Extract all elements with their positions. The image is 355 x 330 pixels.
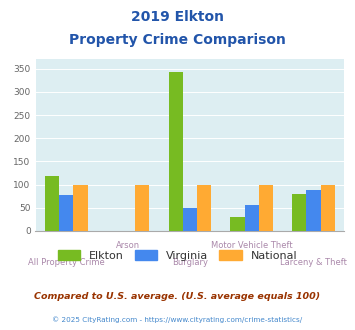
- Text: Larceny & Theft: Larceny & Theft: [280, 258, 347, 267]
- Bar: [306, 190, 321, 231]
- Bar: [245, 205, 259, 231]
- Text: All Property Crime: All Property Crime: [28, 258, 105, 267]
- Bar: [292, 194, 306, 231]
- Text: Property Crime Comparison: Property Crime Comparison: [69, 33, 286, 47]
- Bar: [321, 184, 335, 231]
- Text: Motor Vehicle Theft: Motor Vehicle Theft: [211, 241, 293, 250]
- Bar: [45, 176, 59, 231]
- Bar: [169, 72, 183, 231]
- Bar: [73, 184, 88, 231]
- Bar: [197, 184, 211, 231]
- Legend: Elkton, Virginia, National: Elkton, Virginia, National: [53, 246, 302, 265]
- Text: 2019 Elkton: 2019 Elkton: [131, 10, 224, 24]
- Bar: [135, 184, 149, 231]
- Bar: [259, 184, 273, 231]
- Text: Compared to U.S. average. (U.S. average equals 100): Compared to U.S. average. (U.S. average …: [34, 292, 321, 301]
- Text: Burglary: Burglary: [172, 258, 208, 267]
- Bar: [230, 217, 245, 231]
- Bar: [183, 208, 197, 231]
- Text: Arson: Arson: [116, 241, 140, 250]
- Bar: [59, 195, 73, 231]
- Text: © 2025 CityRating.com - https://www.cityrating.com/crime-statistics/: © 2025 CityRating.com - https://www.city…: [53, 316, 302, 323]
